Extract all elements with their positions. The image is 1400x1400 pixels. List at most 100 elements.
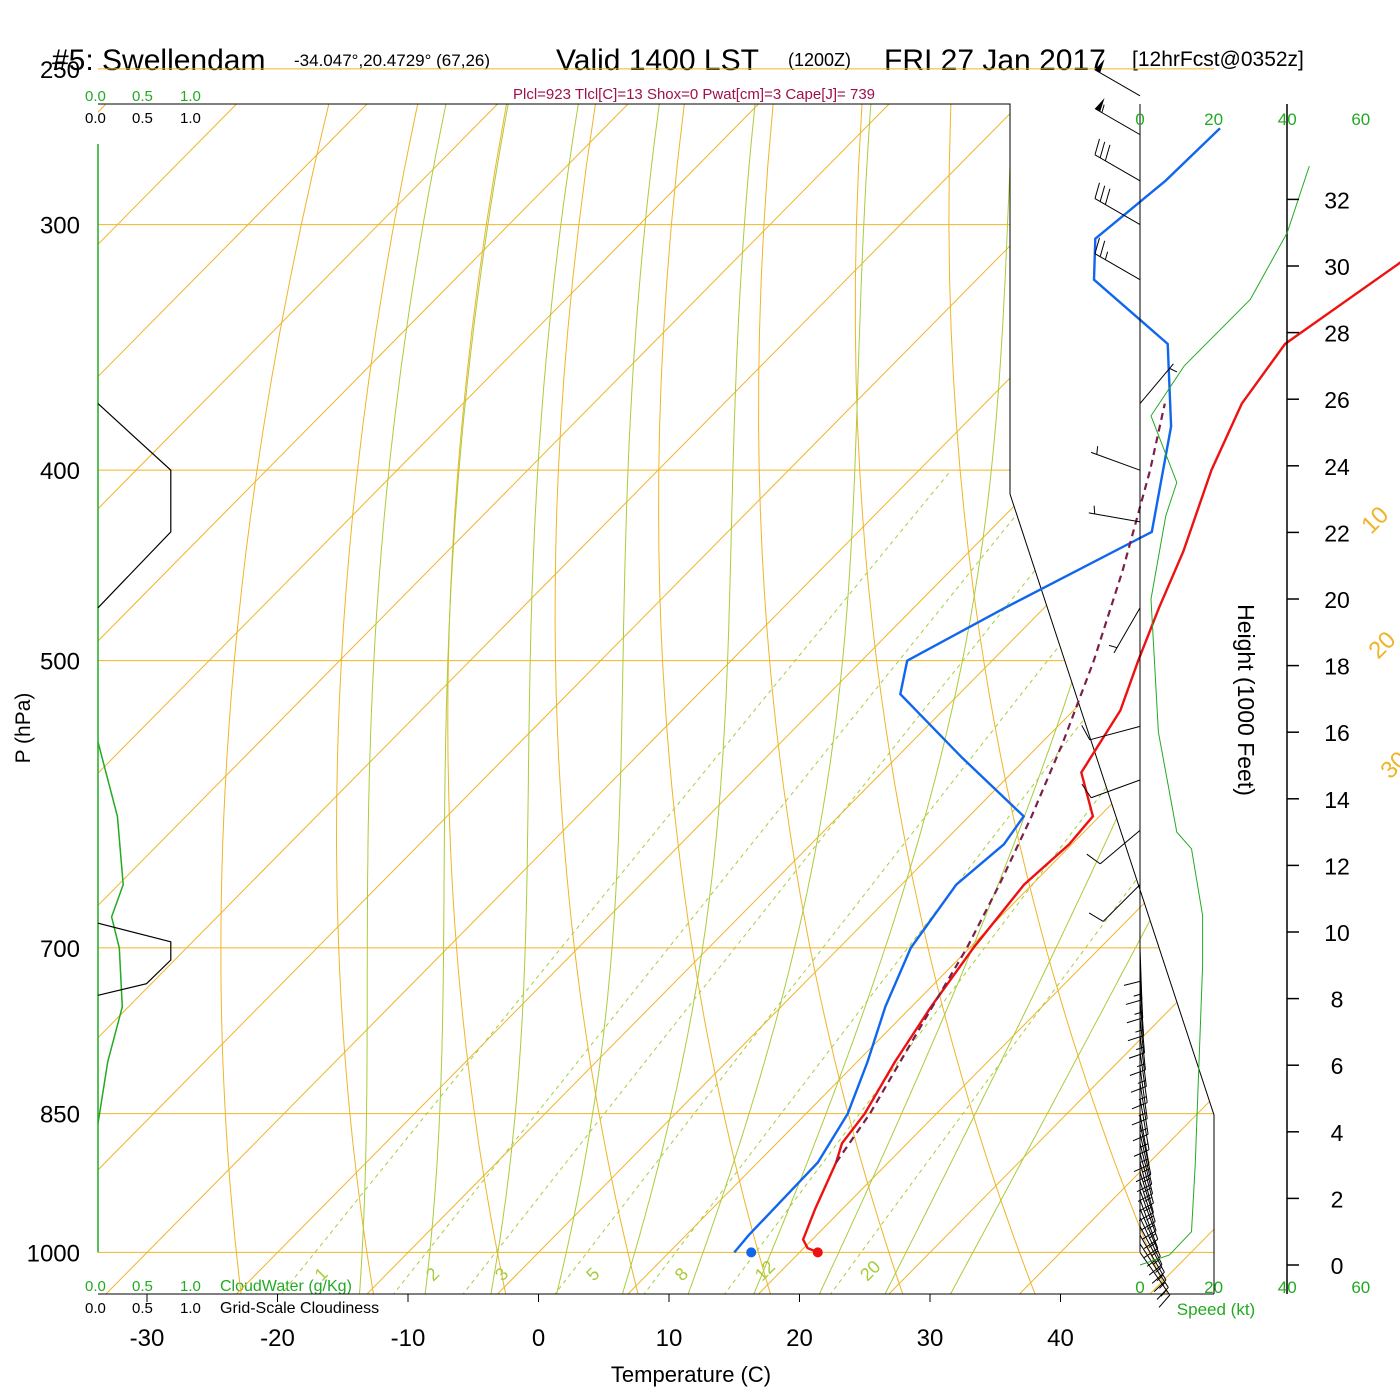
isotherm-line [627, 699, 1214, 1294]
dewpoint-line [733, 127, 1221, 1254]
wind-barb-full [1133, 1149, 1150, 1157]
height-tick-label: 20 [1324, 587, 1350, 613]
wind-barb-full [1136, 1183, 1152, 1193]
wind-barb-staff [1139, 1199, 1159, 1249]
mixing-ratio-line [724, 645, 1214, 1294]
wind-barb-staff [1139, 1123, 1152, 1175]
cloudiness-line [97, 403, 172, 609]
wind-barb-half [1152, 1258, 1160, 1265]
cloudwater-tick-top: 0.0 [85, 88, 106, 105]
speed-tick-top: 20 [1204, 110, 1223, 129]
forecast-date: FRI 27 Jan 2017 [884, 44, 1106, 77]
dry-adiabat-line [854, 104, 1036, 1294]
height-tick-label: 14 [1324, 787, 1350, 813]
isotherm-line [366, 435, 1214, 1294]
wind-barb-half [1143, 1187, 1152, 1193]
wind-barb-full [1086, 853, 1101, 865]
wind-barb-half [1148, 1242, 1157, 1248]
mixing-ratio-line [280, 469, 952, 1294]
dry-adiabat-line [1301, 34, 1400, 1302]
wind-barb [1125, 947, 1143, 1005]
wind-barb [1139, 1226, 1165, 1284]
mixing-ratio-label: 5 [582, 1264, 603, 1285]
wind-barb-full [1133, 1164, 1150, 1173]
speed-tick-top: 40 [1278, 110, 1297, 129]
speed-tick-bottom: 0 [1135, 1278, 1144, 1297]
height-tick-label: 2 [1331, 1186, 1344, 1212]
wind-barb-full [1141, 1230, 1157, 1240]
dry-adiabat-line [220, 104, 330, 1294]
wind-barb-half [1144, 1206, 1153, 1212]
wind-barb-staff [1094, 198, 1141, 226]
wind-barb-full [1143, 1248, 1159, 1259]
mixing-ratio-label: 8 [671, 1264, 692, 1285]
isotherm-label: 20 [1363, 626, 1400, 664]
height-tick-label: 4 [1331, 1120, 1344, 1146]
wind-barb [1135, 1123, 1152, 1183]
mixing-ratio-label: 2 [422, 1264, 443, 1285]
parcel-line [835, 403, 1166, 1164]
wind-barb-full [1104, 144, 1111, 161]
height-axis-title: Height (1000 Feet) [1233, 604, 1259, 796]
wind-barb-staff [1090, 451, 1141, 471]
wind-barb-staff [1139, 1234, 1167, 1281]
isotherm-line [98, 104, 890, 907]
cloud-profiles [97, 144, 172, 1253]
wind-barb [1129, 1018, 1146, 1076]
station-coords: -34.047°,20.4729° (67,26) [294, 51, 490, 70]
moist-adiabat-line [359, 104, 447, 1294]
wind-barb-staff [1139, 1098, 1150, 1150]
wind-barb [1139, 363, 1178, 404]
cloud-scale-bottom: 0.0 0.5 1.0 CloudWater (g/Kg) 0.0 0.5 1.… [85, 1278, 379, 1317]
mixing-ratio-label: 20 [856, 1257, 884, 1285]
wind-barb-half [1140, 1158, 1149, 1163]
isotherm-line [98, 104, 1021, 1039]
cloud-water-line [97, 741, 124, 1124]
moist-adiabat-line [490, 104, 579, 1294]
wind-barb-half [1104, 251, 1109, 260]
temperature-tick-label: 10 [656, 1325, 683, 1352]
speed-tick-top: 60 [1351, 110, 1370, 129]
upper-right-mask [1010, 104, 1214, 1115]
wind-barb [1139, 1217, 1163, 1276]
cloudiness-tick-top: 1.0 [180, 110, 201, 127]
temperature-line [801, 261, 1400, 1254]
mixing-ratio-label: 12 [751, 1257, 779, 1285]
wind-barb [1139, 1199, 1159, 1259]
wind-barb-half [1151, 1250, 1159, 1257]
cloudwater-label: CloudWater (g/Kg) [220, 1278, 352, 1295]
wind-barb-full [1104, 188, 1111, 205]
pressure-tick-label: 300 [40, 213, 80, 240]
wind-barb-staff [1139, 1217, 1163, 1265]
height-tick-label: 18 [1324, 654, 1350, 680]
forecast-info: [12hrFcst@0352z] [1132, 48, 1304, 71]
wind-barb-staff [1139, 1082, 1149, 1135]
wind-barb-half [1155, 1266, 1162, 1273]
wind-barb [1108, 607, 1141, 654]
wind-barb-staff [1139, 1243, 1169, 1288]
speed-tick-bottom: 20 [1204, 1278, 1223, 1297]
wind-barb-full [1158, 1294, 1171, 1308]
cloudiness-line [97, 922, 172, 996]
wind-barb-full [1128, 1052, 1145, 1059]
mixing-ratio-line [554, 469, 1199, 1294]
wind-barb [1086, 830, 1141, 865]
wind-barb-flag [1094, 59, 1105, 73]
wind-barb-staff [1139, 1067, 1148, 1119]
wind-barb-half [1135, 1029, 1144, 1033]
speed-axis-title: Speed (kt) [1177, 1300, 1255, 1319]
dry-adiabat-line [554, 104, 639, 1294]
surface-temperature-point [812, 1247, 823, 1258]
wind-barb-full [1081, 783, 1092, 799]
wind-barb-half [1148, 1233, 1157, 1239]
temperature-tick-label: 30 [917, 1325, 944, 1352]
cloudiness-tick-bottom: 0.0 [85, 1300, 106, 1317]
sounding-curves [733, 127, 1400, 1258]
wind-barb [1094, 97, 1141, 136]
isotherm-line [236, 302, 1214, 1294]
pressure-tick-label: 850 [40, 1102, 80, 1129]
wind-barb-full [1094, 237, 1100, 254]
utc-time: (1200Z) [788, 50, 851, 70]
